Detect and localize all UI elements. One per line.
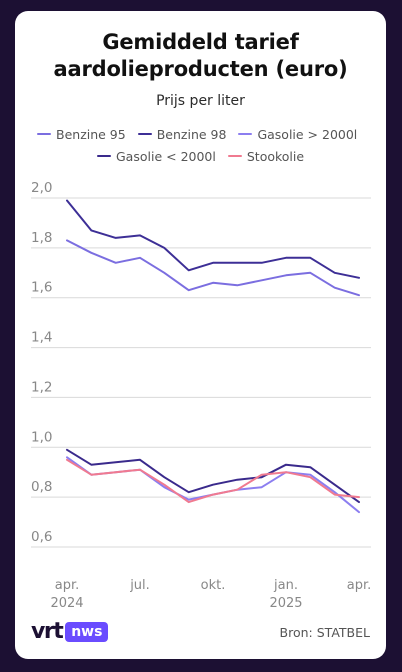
legend-swatch-benzine-95 [37,133,51,135]
series-lines [66,199,360,514]
legend-item-benzine-98: Benzine 98 [137,126,227,142]
logo-vrt-text: vrt [31,619,64,644]
y-tick-label-0: 0,6 [31,529,52,545]
x-tick-label-4: apr. [347,578,372,593]
logo-nws-badge: nws [65,621,109,642]
y-tick-labels: 0,6 0,8 1,0 1,2 1,4 1,6 1,8 2,0 [31,180,52,545]
chart-title: Gemiddeld tarief aardolieproducten (euro… [15,29,386,83]
x-tick-label-3: jan. [273,578,298,593]
legend-label-benzine-98: Benzine 98 [156,126,227,142]
x-tick-label-2: okt. [201,578,226,593]
x-tick-label-1: jul. [129,578,150,593]
legend-swatch-benzine-98 [137,133,152,135]
x-tick-label-0: apr. [55,578,80,593]
legend-item-gasolie-groot: Gasolie > 2000l [238,127,357,142]
chart-subtitle: Prijs per liter [156,93,245,109]
chart-title-line-1: Gemiddeld tarief [102,30,299,54]
chart-card: Gemiddeld tarief aardolieproducten (euro… [15,11,386,659]
line-chart: 0,6 0,8 1,0 1,2 1,4 1,6 1,8 2,0 apr. 2024 jul. okt… [31,180,371,609]
y-tick-label-1: 0,8 [31,479,52,495]
footer: vrt nws Bron: STATBEL [15,613,386,647]
x-tick-labels: apr. 2024 jul. okt. jan. 2025 apr. [50,578,371,609]
y-tick-label-6: 1,8 [31,230,52,246]
legend-swatch-gasolie-groot [238,133,253,135]
legend-item-gasolie-klein: Gasolie < 2000l [97,149,216,164]
series-line-benzine-95 [66,239,360,297]
vrt-nws-logo: vrt nws [31,619,109,644]
legend-label-gasolie-klein: Gasolie < 2000l [116,148,216,164]
x-tick-sublabel-3: 2025 [269,596,302,609]
legend-swatch-stookolie [227,155,242,157]
legend-swatch-gasolie-klein [97,155,111,157]
legend-row-1: Benzine 95 Benzine 98 Gasolie > 2000l [37,123,377,145]
chart-legend: Benzine 95 Benzine 98 Gasolie > 2000l Ga… [37,123,377,167]
legend-label-stookolie: Stookolie [246,148,305,164]
series-line-gasolie-2000l [66,448,360,504]
legend-item-stookolie: Stookolie [227,148,305,164]
legend-row-2: Gasolie < 2000l Stookolie [37,145,377,167]
legend-label-benzine-95: Benzine 95 [56,126,126,142]
series-line-stookolie [66,458,360,504]
source-label: Bron: STATBEL [279,625,370,640]
chart-title-line-2: aardolieproducten (euro) [53,57,348,81]
grid-layer [31,197,371,548]
x-tick-sublabel-0: 2024 [50,596,83,609]
legend-label-gasolie-groot: Gasolie > 2000l [257,126,358,142]
series-line-benzine-98 [66,199,360,279]
legend-item-benzine-95: Benzine 95 [37,127,126,142]
y-tick-label-3: 1,2 [31,379,52,395]
y-tick-label-2: 1,0 [31,429,52,445]
y-tick-label-4: 1,4 [31,330,52,346]
y-tick-label-7: 2,0 [31,180,52,196]
y-tick-label-5: 1,6 [31,280,52,296]
